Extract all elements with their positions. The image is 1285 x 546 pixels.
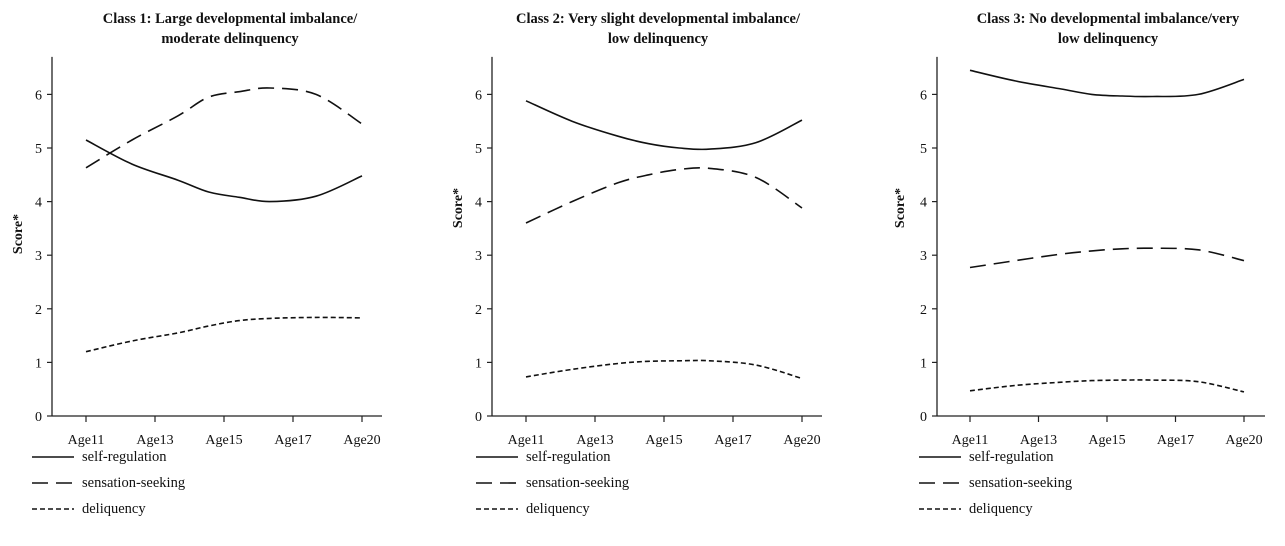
legend-label: self-regulation [82,448,167,465]
x-tick-label: Age11 [952,433,989,448]
legend-swatch [32,508,74,510]
series-line-sensation-seeking [85,87,363,169]
chart-title: Class 3: No developmental imbalance/very… [976,11,1240,47]
y-tick-label: 3 [35,249,42,264]
x-tick-label: Age15 [645,433,682,448]
legend-label: sensation-seeking [82,474,186,491]
y-tick-label: 2 [475,303,482,318]
y-tick-label: 0 [35,410,42,425]
x-tick-label: Age15 [1088,433,1125,448]
x-tick-label: Age13 [136,433,173,448]
y-tick-label: 3 [475,249,482,264]
legend: self-regulation sensation-seeking deliquen… [32,444,185,522]
chart-title: Class 2: Very slight developmental imbal… [516,11,800,47]
legend-swatch [476,482,518,484]
y-tick-label: 2 [920,303,927,318]
legend-item: sensation-seeking [32,470,185,496]
legend-swatch [919,456,961,458]
series-line-self-regulation [969,69,1245,98]
y-tick-label: 0 [920,410,927,425]
y-tick-label: 5 [920,142,927,157]
legend-item: self-regulation [32,444,185,470]
y-tick-label: 4 [920,196,927,211]
x-tick-label: Age15 [205,433,242,448]
x-tick-label: Age11 [68,433,105,448]
y-tick-label: 1 [920,356,927,371]
series-line-deliquency [85,316,363,353]
legend-label: self-regulation [969,448,1054,465]
chart-panel-3: Class 3: No developmental imbalance/very… [882,0,1285,546]
series-line-self-regulation [525,100,803,151]
y-tick-label: 4 [475,196,482,211]
legend-label: self-regulation [526,448,611,465]
x-tick-label: Age17 [714,433,751,448]
y-tick-label: 6 [475,88,482,103]
x-tick-label: Age11 [508,433,545,448]
series-line-self-regulation [85,139,363,203]
y-tick-label: 3 [920,249,927,264]
legend: self-regulation sensation-seeking deliquen… [476,444,629,522]
legend-swatch [32,456,74,458]
y-tick-label: 5 [475,142,482,157]
legend-item: sensation-seeking [476,470,629,496]
chart-title: Class 1: Large developmental imbalance/ … [102,11,358,47]
y-tick-label: 0 [475,410,482,425]
legend-label: deliquency [82,500,146,517]
legend-swatch [476,508,518,510]
legend-swatch [919,508,961,510]
y-tick-label: 1 [35,356,42,371]
legend-swatch [32,482,74,484]
legend-label: deliquency [526,500,590,517]
x-tick-label: Age20 [783,433,820,448]
legend-label: sensation-seeking [526,474,630,491]
legend-item: self-regulation [476,444,629,470]
x-tick-label: Age17 [1157,433,1194,448]
x-tick-label: Age20 [343,433,380,448]
legend-swatch [919,482,961,484]
legend-item: deliquency [919,496,1072,522]
legend-label: deliquency [969,500,1033,517]
plot-area: 0 1 2 3 4 5 6 Age11 Age13 Age15 Age17 Age20 [475,56,822,448]
legend-item: deliquency [32,496,185,522]
x-tick-label: Age20 [1225,433,1262,448]
y-tick-label: 2 [35,303,42,318]
series-line-sensation-seeking [969,247,1245,269]
legend-item: self-regulation [919,444,1072,470]
plot-area: 0 1 2 3 4 5 6 Age11 Age13 Age15 Age17 Age20 [35,56,382,448]
y-tick-label: 6 [920,88,927,103]
x-tick-label: Age17 [274,433,311,448]
x-tick-label: Age13 [576,433,613,448]
legend-item: deliquency [476,496,629,522]
legend: self-regulation sensation-seeking deliquen… [919,444,1072,522]
chart-panel-2: Class 2: Very slight developmental imbal… [440,0,860,546]
y-tick-label: 6 [35,88,42,103]
legend-label: sensation-seeking [969,474,1073,491]
legend-swatch [476,456,518,458]
legend-item: sensation-seeking [919,470,1072,496]
chart-panel-1: Class 1: Large developmental imbalance/ … [0,0,420,546]
y-tick-label: 5 [35,142,42,157]
series-line-sensation-seeking [525,167,803,224]
series-line-deliquency [525,359,803,380]
plot-area: 0 1 2 3 4 5 6 Age11 Age13 Age15 Age17 Age20 [920,56,1265,448]
y-tick-label: 4 [35,196,42,211]
series-line-deliquency [969,379,1245,393]
x-tick-label: Age13 [1020,433,1057,448]
y-tick-label: 1 [475,356,482,371]
